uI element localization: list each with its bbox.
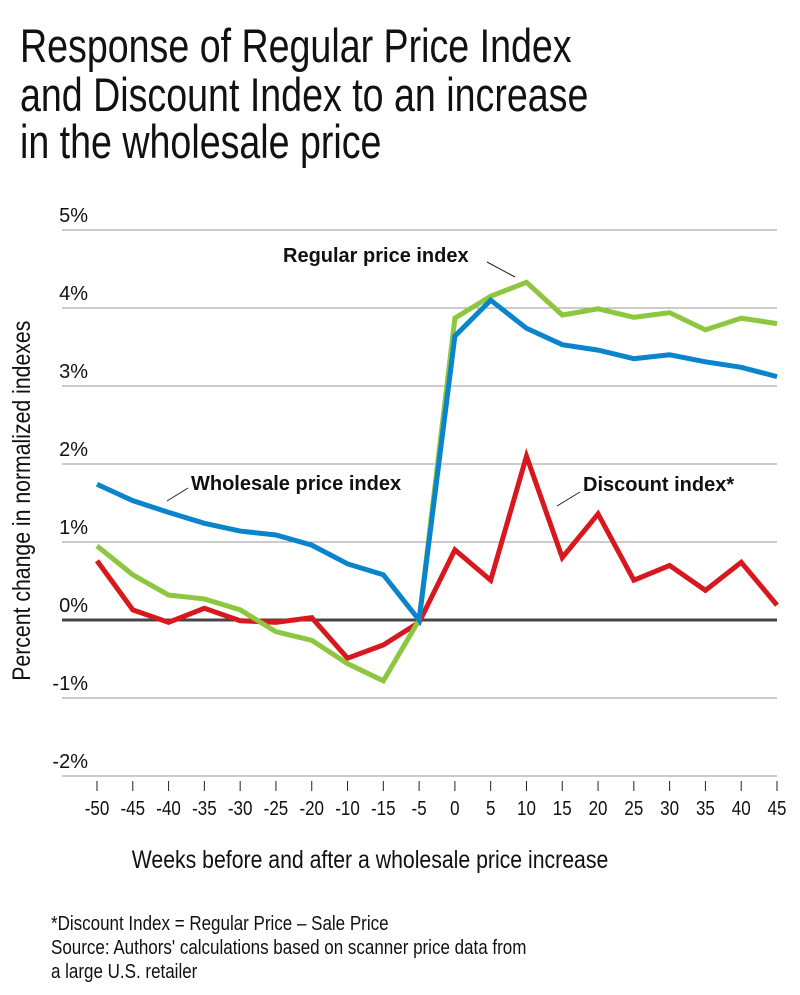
series-lines	[94, 279, 779, 685]
y-tick-label: 2%	[59, 439, 88, 461]
x-tick-label: -25	[264, 797, 289, 820]
x-tick-label: 35	[696, 797, 715, 820]
x-tick-label: -40	[156, 797, 181, 820]
x-tick-label: 5	[486, 797, 495, 820]
x-tick-label: 30	[660, 797, 679, 820]
wholesale-price-leader	[166, 487, 189, 502]
x-tick-label: -10	[335, 797, 360, 820]
series-line-wholesale-price-index	[95, 296, 778, 627]
x-tick-label: -15	[371, 797, 396, 820]
y-tick-label: 1%	[59, 517, 88, 539]
series-line-discount-index	[94, 448, 779, 662]
discount-label: Discount index*	[583, 474, 734, 496]
x-tick-label: 0	[450, 797, 459, 820]
y-tick-labels: 5% 4% 3% 2% 1% 0% -1% -2%	[52, 205, 88, 773]
x-tick-label: -5	[412, 797, 427, 820]
x-tick-label: 15	[553, 797, 572, 820]
x-tick-label: -50	[85, 797, 110, 820]
y-tick-label: 5%	[59, 205, 88, 227]
x-tick-label: 10	[517, 797, 536, 820]
y-tick-label: 0%	[59, 595, 88, 617]
wholesale-price-label: Wholesale price index	[191, 473, 401, 495]
y-tick-label: 4%	[59, 283, 88, 305]
chart-title-line-1: Response of Regular Price Index	[20, 20, 572, 73]
footnote-discount: *Discount Index = Regular Price – Sale P…	[51, 912, 389, 935]
footnote-source-cont: a large U.S. retailer	[51, 960, 197, 983]
chart-title-line-3: in the wholesale price	[20, 116, 381, 169]
x-tick-label: 40	[732, 797, 751, 820]
x-tick-label: -45	[121, 797, 146, 820]
discount-leader	[556, 491, 581, 507]
regular-price-leader	[486, 261, 516, 278]
chart-title-line-2: and Discount Index to an increase	[20, 69, 588, 122]
x-tick-label: 20	[589, 797, 608, 820]
y-tick-label: 3%	[59, 361, 88, 383]
footnote-source: Source: Authors' calculations based on s…	[51, 936, 526, 959]
x-axis-label: Weeks before and after a wholesale price…	[132, 845, 609, 873]
x-tick-label: -20	[299, 797, 324, 820]
x-tick-labels: -50 -45 -40 -35 -30 -25 -20 -10 -15 -5 0 5 10 15 20 25 3…	[85, 781, 787, 820]
regular-price-label: Regular price index	[283, 245, 469, 267]
x-tick-label: 45	[768, 797, 787, 820]
y-tick-label: -2%	[52, 751, 88, 773]
y-axis-label: Percent change in normalized indexes	[7, 321, 35, 681]
x-tick-label: -35	[192, 797, 217, 820]
y-tick-label: -1%	[52, 673, 88, 695]
x-tick-label: -30	[228, 797, 253, 820]
x-tick-label: 25	[624, 797, 643, 820]
